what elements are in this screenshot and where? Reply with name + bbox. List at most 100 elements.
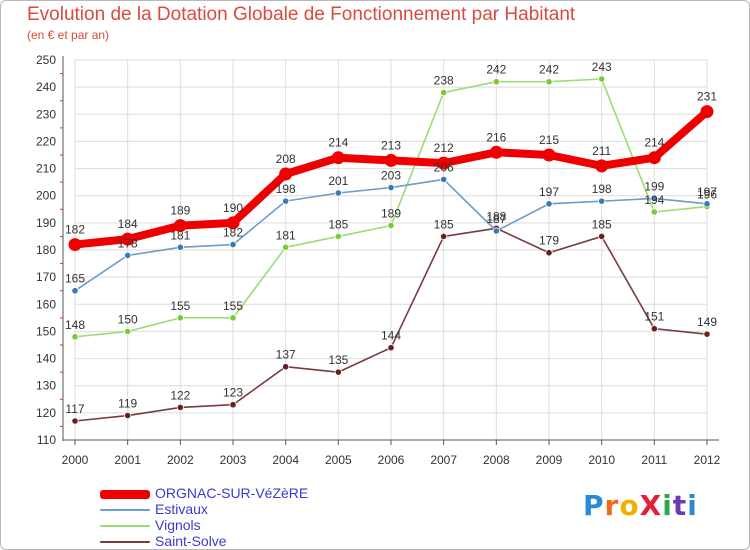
data-point-0 [437,156,451,170]
data-point-2 [650,208,658,216]
data-label-1: 197 [697,185,717,199]
data-label-0: 182 [65,223,85,237]
chart-title: Evolution de la Dotation Globale de Fonc… [27,4,576,25]
data-label-2: 148 [65,318,85,332]
y-tick-label: 160 [36,297,56,311]
data-label-3: 117 [65,402,84,416]
data-label-1: 178 [118,236,138,250]
data-label-0: 190 [223,201,243,215]
data-label-0: 184 [118,217,138,231]
data-label-3: 123 [223,386,243,400]
data-point-3 [124,411,132,420]
data-point-0 [173,219,187,233]
data-point-0 [700,105,714,119]
data-point-2 [282,243,290,251]
data-point-3 [703,330,711,338]
logo-letter: X [639,489,663,522]
y-tick-label: 220 [36,134,56,148]
y-tick-label: 210 [36,162,56,176]
data-label-0: 208 [276,152,296,166]
legend-swatch-estivaux [100,509,150,511]
legend-label-vignols: Vignols [155,517,201,533]
x-tick-label: 2005 [325,453,352,467]
data-label-0: 215 [539,133,559,147]
y-tick-label: 230 [36,107,56,121]
data-label-2: 242 [539,63,559,77]
grid-layer [74,59,708,440]
data-label-3: 149 [697,315,717,329]
legend-swatch-vignols [100,525,150,527]
data-label-0: 211 [592,144,611,158]
logo-letter: i [687,489,698,522]
data-point-0 [489,145,503,159]
data-point-1 [71,287,79,295]
data-label-0: 212 [434,141,454,155]
data-label-0: 189 [170,204,190,218]
data-label-3: 151 [644,310,664,324]
data-label-2: 150 [118,312,138,326]
data-point-2 [176,314,184,322]
data-label-2: 181 [276,228,296,242]
data-label-2: 243 [592,60,612,74]
data-point-0 [542,148,556,162]
y-tick-label: 150 [36,324,56,338]
y-tick-label: 120 [36,406,56,420]
data-label-0: 216 [486,130,506,144]
x-tick-label: 2000 [62,453,89,467]
data-point-2 [124,327,132,336]
data-point-2 [545,78,553,86]
x-tick-label: 2001 [114,453,141,467]
data-point-2 [229,314,237,322]
data-label-2: 196 [697,188,717,202]
x-tick-label: 2011 [641,453,667,467]
x-tick-label: 2008 [483,453,510,467]
data-point-3 [650,325,658,333]
data-label-1: 198 [276,182,296,196]
data-label-3: 122 [170,388,190,402]
legend-swatch-saint-solve [100,541,150,543]
data-label-3: 185 [434,217,454,231]
data-label-1: 181 [170,228,190,242]
x-tick-label: 2006 [378,453,405,467]
data-point-3 [71,417,79,425]
logo-letter: o [619,489,640,522]
proxiti-logo: ProXiti [583,489,698,522]
data-point-1 [387,183,395,192]
data-label-3: 137 [276,348,296,362]
data-point-1 [703,200,711,208]
y-tick-label: 200 [36,189,56,203]
logo-letter: t [672,489,688,522]
data-point-1 [650,194,658,203]
chart-subtitle: (en € et par an) [27,28,110,42]
x-tick-label: 2012 [694,453,721,467]
data-point-0 [384,153,398,167]
data-point-1 [440,175,448,184]
legend-label-orgnac: ORGNAC-SUR-VéZèRE [155,485,309,501]
logo-letter: P [583,489,605,522]
data-point-3 [598,232,606,241]
data-point-0 [331,151,345,165]
data-label-3: 144 [381,329,401,343]
data-label-1: 198 [592,182,612,196]
data-label-1: 182 [223,226,243,240]
y-tick-label: 170 [36,270,56,284]
y-tick-label: 250 [36,53,56,67]
data-point-3 [440,232,448,241]
data-point-0 [68,238,82,252]
data-point-0 [226,216,240,230]
data-label-2: 238 [434,74,454,88]
data-label-0: 214 [328,136,348,150]
data-label-1: 199 [644,179,664,193]
y-tick-label: 110 [37,433,56,447]
data-label-3: 179 [539,234,559,248]
data-label-2: 194 [644,193,664,207]
legend-label-saint-solve: Saint-Solve [155,533,227,549]
data-label-1: 206 [434,160,454,174]
data-label-2: 155 [223,299,243,313]
data-point-3 [334,368,342,376]
data-point-3 [229,401,237,409]
legend-label-estivaux: Estivaux [155,501,208,517]
y-tick-label: 140 [36,352,56,366]
logo-letter: i [662,489,673,522]
data-label-0: 214 [644,136,664,150]
